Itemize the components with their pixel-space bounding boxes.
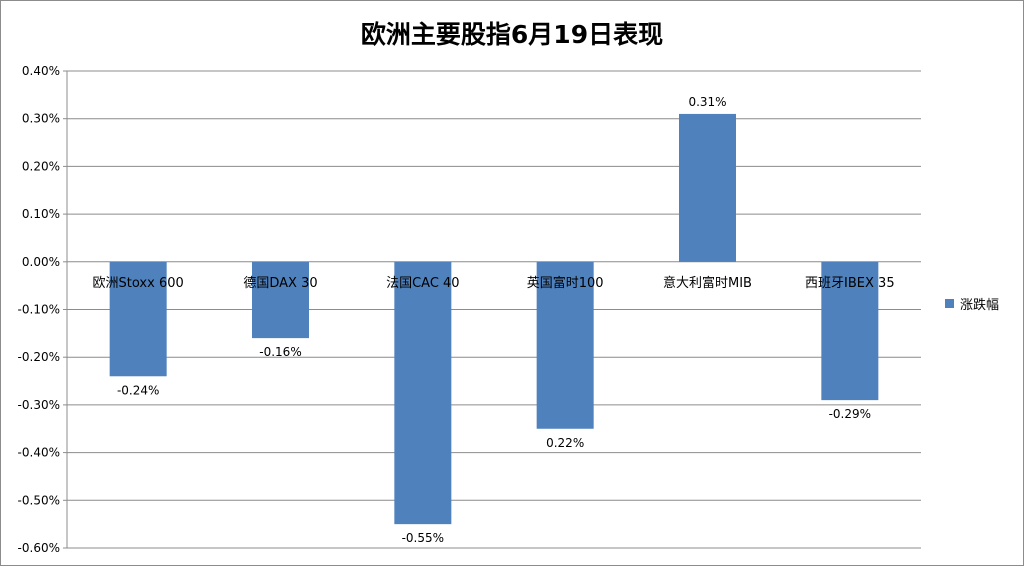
- y-tick-label: 0.20%: [22, 159, 60, 173]
- bar: [821, 261, 879, 401]
- y-tick-label: -0.30%: [18, 398, 60, 412]
- y-tick-label: -0.10%: [18, 303, 60, 317]
- category-label: 意大利富时MIB: [663, 275, 752, 291]
- legend-swatch: [945, 299, 954, 308]
- bar: [679, 113, 736, 262]
- bar: [252, 261, 309, 339]
- data-label: -0.29%: [829, 407, 871, 421]
- y-tick-label: -0.20%: [18, 350, 60, 364]
- category-label: 英国富时100: [527, 275, 604, 291]
- bar: [109, 261, 167, 377]
- category-label: 法国CAC 40: [386, 276, 460, 291]
- bar: [394, 261, 452, 525]
- data-label: 0.22%: [546, 436, 584, 450]
- y-tick-label: -0.50%: [18, 493, 60, 507]
- y-tick-label: -0.40%: [18, 446, 60, 460]
- y-tick-label: 0.00%: [22, 255, 60, 269]
- y-tick-label: 0.40%: [22, 64, 60, 78]
- legend: 涨跌幅: [945, 294, 999, 313]
- y-tick-label: -0.60%: [18, 541, 60, 555]
- y-axis: 0.40% 0.30% 0.20% 0.10% 0.00% -0.10% -0.20% -0.…: [18, 64, 68, 555]
- data-label: -0.16%: [259, 345, 301, 359]
- y-tick-label: 0.10%: [22, 207, 60, 221]
- y-tick-label: 0.30%: [22, 112, 60, 126]
- category-label: 西班牙IBEX 35: [805, 276, 895, 291]
- data-label: -0.55%: [402, 531, 444, 545]
- bar: [536, 261, 594, 429]
- category-label: 德国DAX 30: [243, 276, 317, 291]
- category-label: 欧洲Stoxx 600: [93, 276, 184, 291]
- grid-lines: [67, 70, 921, 549]
- category-labels: 欧洲Stoxx 600 德国DAX 30 法国CAC 40 英国富时100 意大利富时M…: [93, 275, 895, 291]
- bars: [109, 113, 879, 525]
- data-label: -0.24%: [117, 383, 159, 397]
- data-label: 0.31%: [688, 95, 726, 109]
- legend-label: 涨跌幅: [960, 298, 1000, 313]
- data-labels: -0.24% -0.16% -0.55% 0.22% 0.31% -0.29%: [117, 95, 871, 545]
- chart-title: 欧洲主要股指6月19日表现: [360, 20, 664, 49]
